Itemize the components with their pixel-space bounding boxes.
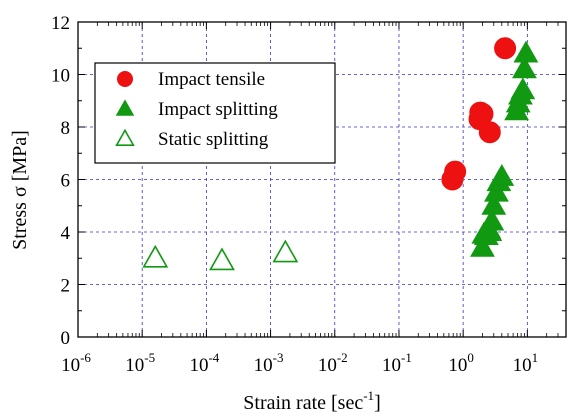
data-point-circle: [478, 121, 501, 144]
y-tick-label: 6: [61, 171, 71, 192]
y-tick-label: 0: [61, 328, 71, 349]
y-tick-label: 2: [61, 276, 71, 297]
data-point-circle: [471, 102, 494, 125]
x-tick-label: 10-3: [254, 350, 284, 376]
series-impact-splitting: [470, 40, 539, 257]
x-axis-label: Strain rate [sec-1]: [243, 388, 380, 414]
y-tick-label: 4: [61, 223, 71, 244]
data-point-triangle: [272, 239, 299, 263]
legend: Impact tensile Impact splitting Static spl…: [94, 62, 336, 164]
legend-box: [94, 62, 336, 164]
data-point-triangle: [209, 247, 235, 271]
y-tick-labels: 0 2 4 6 8 10 12: [51, 13, 71, 349]
series-static-splitting: [142, 239, 299, 271]
data-point-triangle: [470, 234, 495, 257]
legend-label: Static splitting: [158, 129, 269, 150]
data-point-triangle: [479, 208, 505, 231]
legend-marker: [115, 128, 135, 147]
data-point-triangle: [142, 244, 169, 268]
data-point-triangle: [512, 56, 537, 79]
legend-label: Impact tensile: [158, 69, 265, 90]
y-axis-label: Stress σ [MPa]: [9, 130, 31, 250]
data-point-circle: [444, 160, 467, 183]
x-axis-label-end: ]: [374, 392, 381, 414]
y-tick-label: 8: [61, 118, 71, 139]
ticks: [77, 21, 566, 338]
series-impact-tensile: [441, 37, 517, 191]
x-tick-label: 10-1: [382, 350, 412, 376]
data-point-triangle: [489, 164, 515, 186]
data-marks: [142, 37, 539, 271]
legend-marker: [115, 99, 135, 116]
y-tick-label: 10: [51, 66, 70, 87]
x-axis-label-sup: -1: [363, 388, 374, 403]
x-tick-label: 101: [513, 350, 539, 376]
legend-marker: [117, 71, 133, 87]
x-tick-label: 10-5: [125, 350, 155, 376]
data-point-triangle: [481, 192, 507, 215]
x-axis-label-main: Strain rate [sec: [243, 392, 363, 414]
data-point-circle: [494, 37, 517, 60]
data-point-triangle: [510, 77, 536, 100]
data-point-triangle: [513, 40, 539, 63]
y-tick-label: 12: [51, 13, 70, 34]
x-tick-label: 10-6: [61, 350, 91, 376]
x-tick-labels: 10-6 10-5 10-4 10-3 10-2 10-1 100 101: [61, 350, 538, 376]
x-tick-label: 10-4: [189, 350, 219, 376]
x-tick-label: 100: [448, 350, 474, 376]
legend-label: Impact splitting: [158, 99, 278, 120]
x-tick-label: 10-2: [318, 350, 348, 376]
